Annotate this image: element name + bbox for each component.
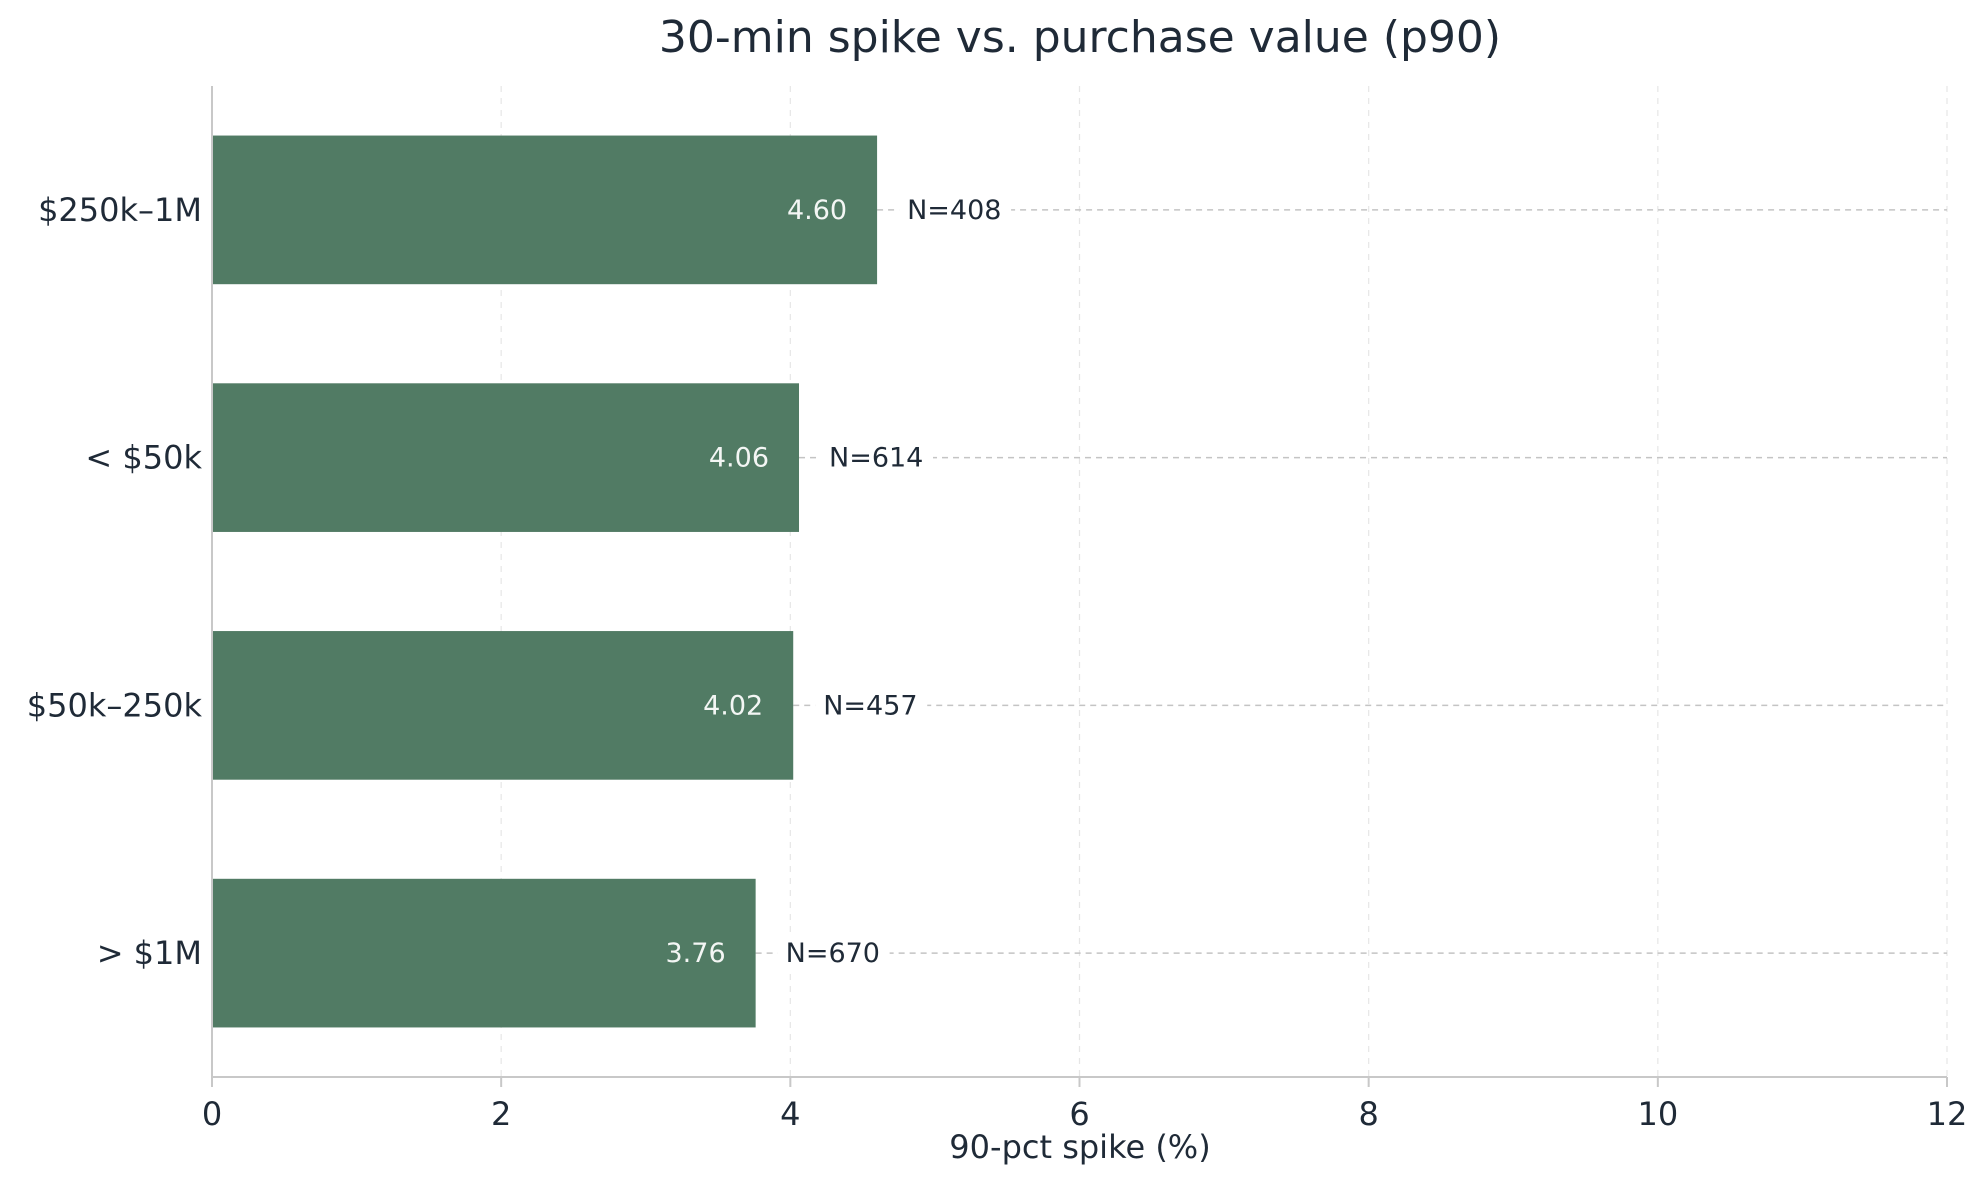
bar [212,878,756,1028]
n-label: N=614 [829,443,923,474]
bar [212,631,794,780]
n-label-background [815,687,928,724]
x-tick-label: 4 [780,1095,800,1133]
x-axis-label: 90-pct spike (%) [949,1128,1210,1166]
bars-layer [212,135,878,1028]
axes-layer [211,86,1947,1078]
bar [212,383,800,532]
labels-layer: 0 2 4 6 8 10 12 $250k–1M 4.60 N=408 < $50k 4.06 N=61… [27,191,1968,1133]
y-tick-label: $250k–1M [38,191,202,229]
x-tick-label: 12 [1927,1095,1968,1133]
n-label: N=408 [907,195,1001,226]
grid-layer [211,86,1948,1087]
chart-title: 30-min spike vs. purchase value (p90) [659,12,1501,63]
y-tick-label: > $1M [97,934,202,972]
x-tick-label: 10 [1637,1095,1678,1133]
value-label: 4.06 [709,443,769,474]
x-tick-label: 8 [1358,1095,1378,1133]
bar [212,135,878,285]
x-tick-label: 0 [202,1095,222,1133]
n-label-background [777,935,890,972]
x-tick-label: 6 [1069,1095,1089,1133]
n-label: N=457 [823,690,917,721]
y-tick-label: $50k–250k [27,686,203,724]
n-label-background [821,439,934,476]
y-tick-label: < $50k [85,439,202,477]
n-label: N=670 [786,938,880,969]
n-label-background [899,191,1012,228]
value-label: 4.60 [787,195,847,226]
value-label: 4.02 [703,690,763,721]
x-tick-label: 2 [491,1095,511,1133]
value-label: 3.76 [666,938,726,969]
